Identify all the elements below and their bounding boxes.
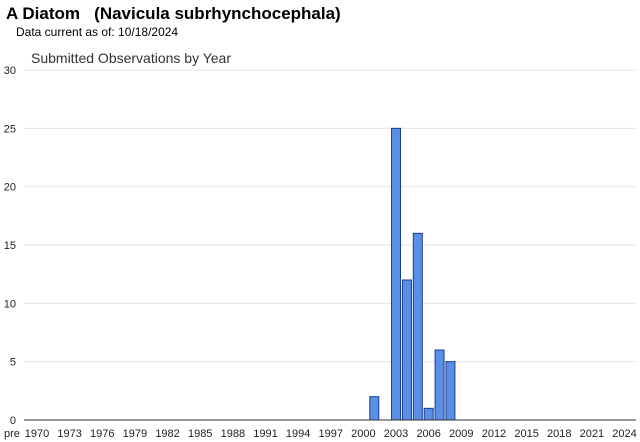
bar-2003 — [391, 127, 402, 421]
x-tick-label: 2003 — [384, 428, 408, 440]
species-title: A Diatom (Navicula subrhynchocephala) — [6, 4, 341, 23]
y-tick-labels: 0 5 10 15 20 25 30 — [4, 65, 16, 427]
x-tick-labels: pre 1970 1973 1976 1979 1982 1985 1988 1991 1994 1… — [4, 428, 637, 440]
y-tick-label: 20 — [4, 182, 16, 194]
x-tick-label: 2021 — [580, 428, 604, 440]
x-tick-label: 1976 — [90, 428, 114, 440]
x-tick-label: 2015 — [514, 428, 538, 440]
x-tick-label: 2012 — [482, 428, 506, 440]
x-tick-label: 2000 — [351, 428, 375, 440]
x-tick-label: 1991 — [253, 428, 277, 440]
bar-2006 — [423, 407, 434, 421]
bars — [369, 127, 456, 421]
x-tick-label: pre — [4, 428, 20, 440]
gridlines — [24, 69, 636, 363]
y-tick-label: 15 — [4, 240, 16, 252]
bar-2005 — [412, 232, 423, 421]
y-tick-label: 25 — [4, 123, 16, 135]
x-tick-label: 1979 — [123, 428, 147, 440]
x-tick-label: 1985 — [188, 428, 212, 440]
x-tick-label: 1973 — [57, 428, 81, 440]
x-tick-label: 2024 — [612, 428, 636, 440]
x-tick-label: 2006 — [416, 428, 440, 440]
y-tick-label: 5 — [10, 357, 16, 369]
bar-2007 — [434, 349, 445, 421]
bar-2001 — [369, 396, 380, 421]
y-tick-label: 0 — [10, 415, 16, 427]
x-tick-label: 1970 — [25, 428, 49, 440]
x-tick-label: 1997 — [319, 428, 343, 440]
chart-title: Submitted Observations by Year — [31, 50, 231, 66]
data-current-date: Data current as of: 10/18/2024 — [16, 25, 179, 39]
y-tick-label: 30 — [4, 65, 16, 77]
observations-chart: Submitted Observations by Year 051015202… — [4, 50, 637, 440]
bar-2008 — [445, 361, 456, 421]
bar-2004 — [401, 279, 412, 421]
x-tick-label: 1988 — [221, 428, 245, 440]
x-tick-label: 1982 — [155, 428, 179, 440]
y-tick-label: 10 — [4, 298, 16, 310]
x-tick-label: 2009 — [449, 428, 473, 440]
x-tick-label: 1994 — [286, 428, 310, 440]
x-tick-label: 2018 — [547, 428, 571, 440]
